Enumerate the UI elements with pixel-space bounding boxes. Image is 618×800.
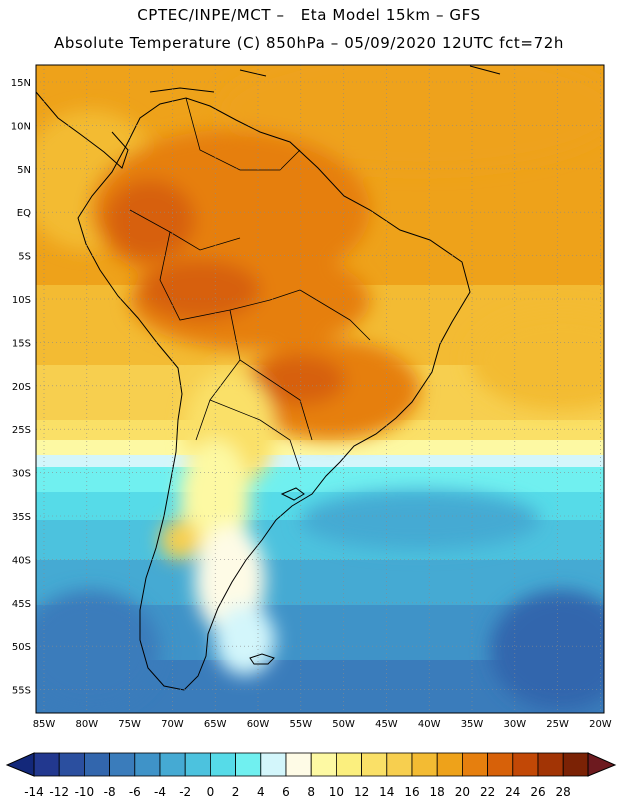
colorbar-label: -12	[49, 785, 69, 799]
lon-label: 40W	[418, 719, 441, 730]
temperature-field	[36, 65, 604, 713]
lat-label: 20S	[12, 382, 31, 393]
lat-label: 5N	[17, 165, 31, 176]
lat-label: EQ	[17, 208, 31, 219]
lat-label: 15N	[11, 78, 31, 89]
colorbar-label: 12	[354, 785, 369, 799]
lagoon	[280, 487, 305, 501]
colorbar-cell	[537, 752, 564, 777]
colorbar-cell	[310, 752, 337, 777]
lat-label: 55S	[12, 686, 31, 697]
colorbar-label: 24	[505, 785, 520, 799]
plot-frame	[35, 64, 605, 714]
colorbar-high-arrow	[587, 752, 617, 777]
colorbar-cell	[209, 752, 236, 777]
colorbar-label: -8	[104, 785, 116, 799]
colorbar-label: 28	[556, 785, 571, 799]
lon-label: 25W	[546, 719, 569, 730]
colorbar-cell	[159, 752, 186, 777]
colorbar-cell	[335, 752, 362, 777]
colorbar-cell	[84, 752, 111, 777]
colorbar-label: -14	[24, 785, 44, 799]
colorbar-cell	[386, 752, 413, 777]
longitude-labels: 85W 80W 75W 70W 65W 60W 55W 50W 45W 40W 35W 30W 25W 2…	[33, 719, 612, 730]
lat-label: 35S	[12, 512, 31, 523]
colorbar-label: 0	[207, 785, 215, 799]
central-america-outline	[35, 65, 501, 169]
colorbar-label: 16	[404, 785, 419, 799]
lon-label: 55W	[289, 719, 312, 730]
lon-label: 20W	[589, 719, 612, 730]
colorbar-cell	[134, 752, 161, 777]
colorbar-label: 18	[430, 785, 445, 799]
lon-label: 75W	[118, 719, 141, 730]
colorbar-cell	[562, 752, 589, 777]
coastline	[77, 97, 471, 691]
lat-label: 40S	[12, 555, 31, 566]
colorbar-label: -2	[179, 785, 191, 799]
colorbar-low-arrow	[5, 752, 35, 777]
colorbar-label: 8	[307, 785, 315, 799]
colorbar-label: -4	[154, 785, 166, 799]
colorbar-cell	[487, 752, 514, 777]
colorbar-cells	[33, 752, 589, 777]
country-borders	[129, 97, 371, 471]
colorbar-cell	[184, 752, 211, 777]
lon-label: 70W	[161, 719, 184, 730]
lon-label: 35W	[461, 719, 484, 730]
colorbar-cell	[109, 752, 136, 777]
colorbar-label: 22	[480, 785, 495, 799]
colorbar-cell	[235, 752, 262, 777]
lon-label: 60W	[247, 719, 270, 730]
falkland-islands	[249, 653, 275, 665]
colorbar-cell	[361, 752, 388, 777]
lat-lon-grid	[36, 65, 604, 713]
colorbar-label: 4	[257, 785, 265, 799]
lon-label: 65W	[204, 719, 227, 730]
lon-label: 80W	[75, 719, 98, 730]
lat-label: 50S	[12, 642, 31, 653]
colorbar-label: 20	[455, 785, 470, 799]
lon-label: 85W	[33, 719, 56, 730]
colorbar-label: -10	[75, 785, 95, 799]
colorbar-label: 26	[530, 785, 545, 799]
lat-label: 10N	[11, 121, 31, 132]
colorbar-cell	[411, 752, 438, 777]
lat-label: 25S	[12, 425, 31, 436]
colorbar-cell	[461, 752, 488, 777]
lat-label: 45S	[12, 599, 31, 610]
lon-label: 30W	[503, 719, 526, 730]
colorbar-cell	[436, 752, 463, 777]
colorbar-cell	[512, 752, 539, 777]
lat-label: 5S	[18, 252, 31, 263]
latitude-labels: 15N 10N 5N EQ 5S 10S 15S 20S 25S 30S 35S 40S 45S 50S 5…	[11, 78, 31, 697]
lon-label: 50W	[332, 719, 355, 730]
colorbar-cell	[58, 752, 85, 777]
colorbar-labels: -14 -12 -10 -8 -6 -4 -2 0 2 4 6 8 10 12 14 16 18 20 22 24 26…	[24, 785, 571, 799]
colorbar-label: 2	[232, 785, 240, 799]
chart-title-line-2: Absolute Temperature (C) 850hPa – 05/09/…	[54, 34, 564, 52]
colorbar-label: -6	[129, 785, 141, 799]
colorbar-cell	[285, 752, 312, 777]
colorbar-cell	[33, 752, 60, 777]
lon-label: 45W	[375, 719, 398, 730]
chart-title-line-1: CPTEC/INPE/MCT – Eta Model 15km – GFS	[137, 6, 481, 24]
colorbar-cell	[260, 752, 287, 777]
colorbar-label: 10	[329, 785, 344, 799]
lat-label: 30S	[12, 469, 31, 480]
lat-label: 15S	[12, 338, 31, 349]
colorbar-label: 6	[282, 785, 290, 799]
lat-label: 10S	[12, 295, 31, 306]
colorbar-label: 14	[379, 785, 394, 799]
